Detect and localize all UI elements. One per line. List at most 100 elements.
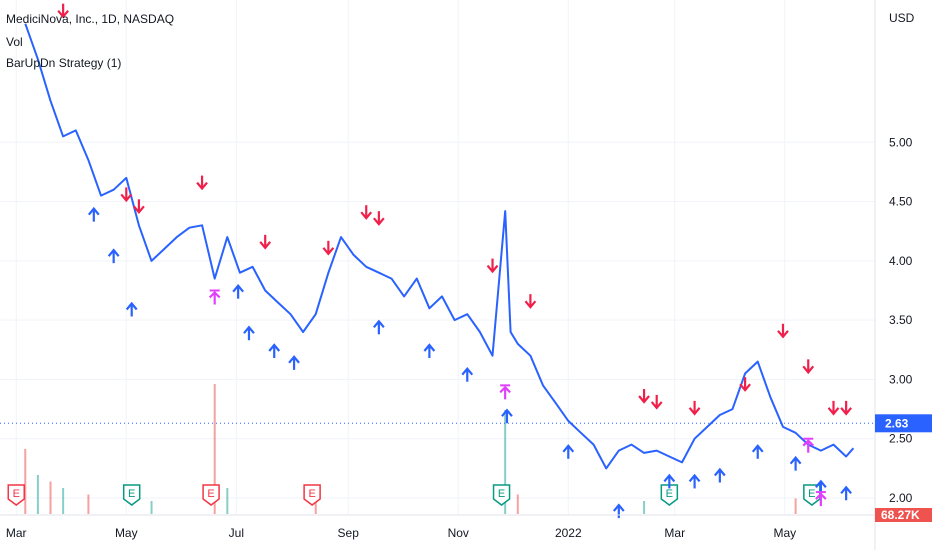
svg-text:E: E	[128, 488, 135, 500]
currency-label: USD	[889, 11, 915, 25]
long-arrow-icon	[373, 319, 385, 335]
long-arrow-icon	[751, 444, 764, 459]
short-arrow-icon	[486, 258, 499, 274]
long-arrow-icon	[789, 455, 802, 471]
time-axis[interactable]: Mar May Jul Sep Nov 2022 Mar May	[0, 514, 875, 540]
short-arrow-icon	[524, 294, 537, 309]
strategy-legend[interactable]: BarUpDn Strategy (1)	[6, 56, 122, 70]
earnings-icon[interactable]: E	[303, 484, 321, 506]
long-arrow-icon	[501, 408, 513, 424]
x-tick-label: Sep	[338, 526, 360, 540]
gridlines	[0, 0, 875, 515]
x-tick-label: Mar	[6, 526, 27, 540]
plot-area	[0, 23, 875, 470]
short-arrow-icon	[739, 377, 751, 392]
volume-bar	[226, 488, 229, 514]
price-line	[24, 23, 855, 470]
symbol-legend[interactable]: MediciNova, Inc., 1D, NASDAQ	[6, 12, 175, 26]
volume-bar	[49, 481, 52, 514]
earnings-icon[interactable]: E	[202, 484, 220, 506]
short-arrow-icon	[802, 359, 815, 375]
x-tick-label: Nov	[448, 526, 469, 540]
price-tag-label: 2.63	[885, 416, 909, 430]
volume-tag-label: 68.27K	[881, 508, 920, 522]
exit-arrow-icon	[802, 437, 815, 453]
earnings-icon[interactable]: E	[7, 484, 25, 506]
svg-text:E: E	[666, 488, 673, 500]
long-arrow-icon	[688, 473, 701, 489]
volume-bar	[87, 494, 90, 514]
svg-text:E: E	[308, 488, 315, 500]
long-arrow-icon	[461, 366, 474, 382]
short-arrow-icon	[777, 323, 789, 339]
y-tick-label: 3.50	[889, 313, 913, 327]
svg-text:E: E	[207, 488, 214, 500]
price-tag	[875, 414, 932, 433]
earnings-icon[interactable]: E	[660, 484, 679, 506]
short-arrow-icon	[259, 234, 272, 250]
y-tick-label: 4.50	[889, 195, 913, 209]
short-arrow-icon	[827, 400, 840, 416]
volume-bar	[213, 384, 216, 514]
long-arrow-icon	[243, 325, 255, 341]
short-arrow-icon	[120, 187, 133, 203]
exit-arrow-icon	[208, 289, 221, 305]
volume-bar	[643, 501, 646, 514]
short-arrow-icon	[360, 205, 373, 220]
short-arrow-icon	[638, 389, 650, 404]
long-arrow-icon	[107, 248, 120, 264]
strategy-signals	[57, 3, 852, 519]
volume-bar	[504, 410, 507, 514]
long-arrow-icon	[232, 283, 244, 299]
long-arrow-icon	[125, 301, 138, 317]
y-tick-label: 3.00	[889, 372, 913, 386]
exit-arrow-icon	[499, 384, 511, 400]
volume-bar	[24, 449, 27, 514]
x-tick-label: 2022	[555, 526, 582, 540]
volume-bar	[516, 494, 519, 514]
volume-bar	[36, 475, 39, 514]
y-tick-label: 2.00	[889, 491, 913, 505]
earnings-icon[interactable]: E	[492, 484, 511, 506]
price-axis[interactable]: 2.00 2.50 3.00 3.50 4.00 4.50 5.00 USD 2.63 68.27…	[874, 0, 932, 550]
volume-bar	[794, 498, 797, 514]
y-tick-label: 2.50	[889, 432, 913, 446]
x-tick-label: Jul	[229, 526, 244, 540]
long-arrow-icon	[288, 355, 300, 370]
volume-legend[interactable]: Vol	[6, 35, 23, 49]
exit-arrow-icon	[815, 491, 827, 507]
short-arrow-icon	[650, 394, 663, 410]
long-arrow-icon	[612, 503, 625, 519]
long-arrow-icon	[87, 206, 100, 222]
earnings-icon[interactable]: E	[122, 484, 141, 506]
svg-text:E: E	[808, 488, 815, 500]
y-tick-label: 4.00	[889, 254, 913, 268]
short-arrow-icon	[57, 3, 69, 19]
earnings-icon[interactable]: E	[803, 484, 821, 506]
volume-tag	[875, 508, 932, 522]
short-arrow-icon	[196, 175, 208, 191]
long-arrow-icon	[423, 343, 436, 358]
volume-bars	[24, 384, 797, 514]
short-arrow-icon	[322, 240, 335, 256]
x-tick-label: May	[115, 526, 138, 540]
long-arrow-icon	[663, 473, 676, 489]
short-arrow-icon	[688, 400, 701, 416]
short-arrow-icon	[373, 211, 385, 226]
x-tick-label: May	[773, 526, 796, 540]
volume-bar	[314, 501, 317, 514]
svg-text:E: E	[498, 488, 505, 500]
long-arrow-icon	[713, 467, 726, 483]
svg-text:E: E	[13, 488, 20, 500]
x-tick-label: Mar	[664, 526, 685, 540]
y-tick-label: 5.00	[889, 135, 913, 149]
volume-bar	[150, 501, 153, 514]
short-arrow-icon	[840, 400, 852, 416]
long-arrow-icon	[840, 485, 852, 501]
long-arrow-icon	[268, 343, 281, 358]
long-arrow-icon	[562, 444, 575, 459]
short-arrow-icon	[133, 199, 145, 215]
